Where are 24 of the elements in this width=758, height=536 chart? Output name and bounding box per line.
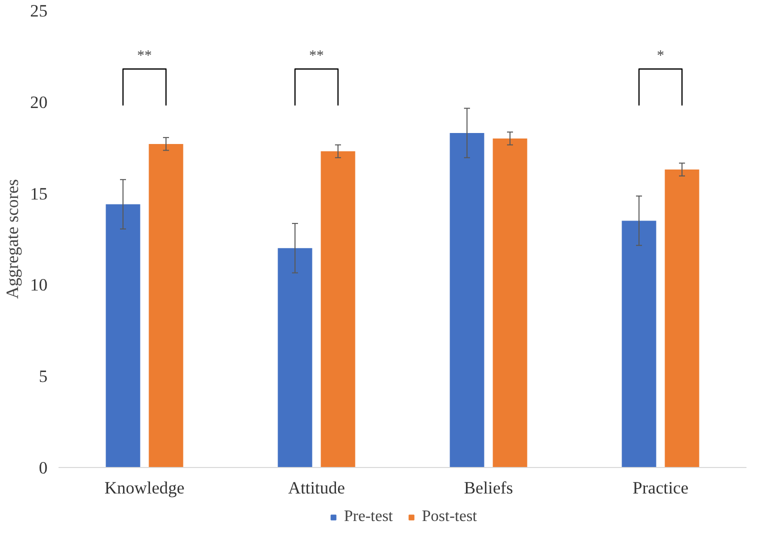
bar bbox=[278, 248, 312, 468]
bar bbox=[450, 132, 484, 468]
bar bbox=[148, 144, 184, 468]
legend-label: Pre-test bbox=[344, 508, 393, 526]
bar bbox=[320, 151, 356, 468]
x-tick-label: Knowledge bbox=[104, 478, 185, 498]
y-tick-label: 10 bbox=[30, 276, 48, 295]
annotation: * bbox=[656, 48, 664, 64]
x-tick-label: Beliefs bbox=[464, 478, 514, 498]
bar bbox=[106, 204, 140, 468]
bar bbox=[492, 138, 528, 468]
y-tick-label: 15 bbox=[30, 184, 48, 204]
x-tick-label: Practice bbox=[632, 478, 689, 498]
legend-label: Post-test bbox=[422, 508, 477, 526]
y-tick-label: 5 bbox=[38, 367, 48, 386]
x-tick-label: Attitude bbox=[288, 478, 346, 498]
annotation: ** bbox=[309, 48, 324, 64]
annotation: ** bbox=[137, 48, 152, 64]
bar bbox=[622, 220, 656, 468]
y-tick-label: 0 bbox=[38, 458, 48, 478]
y-tick-label: 20 bbox=[30, 92, 48, 112]
y-axis-title: Aggregate scores bbox=[3, 178, 22, 299]
bar bbox=[664, 170, 700, 468]
y-tick-label: 25 bbox=[30, 2, 48, 20]
